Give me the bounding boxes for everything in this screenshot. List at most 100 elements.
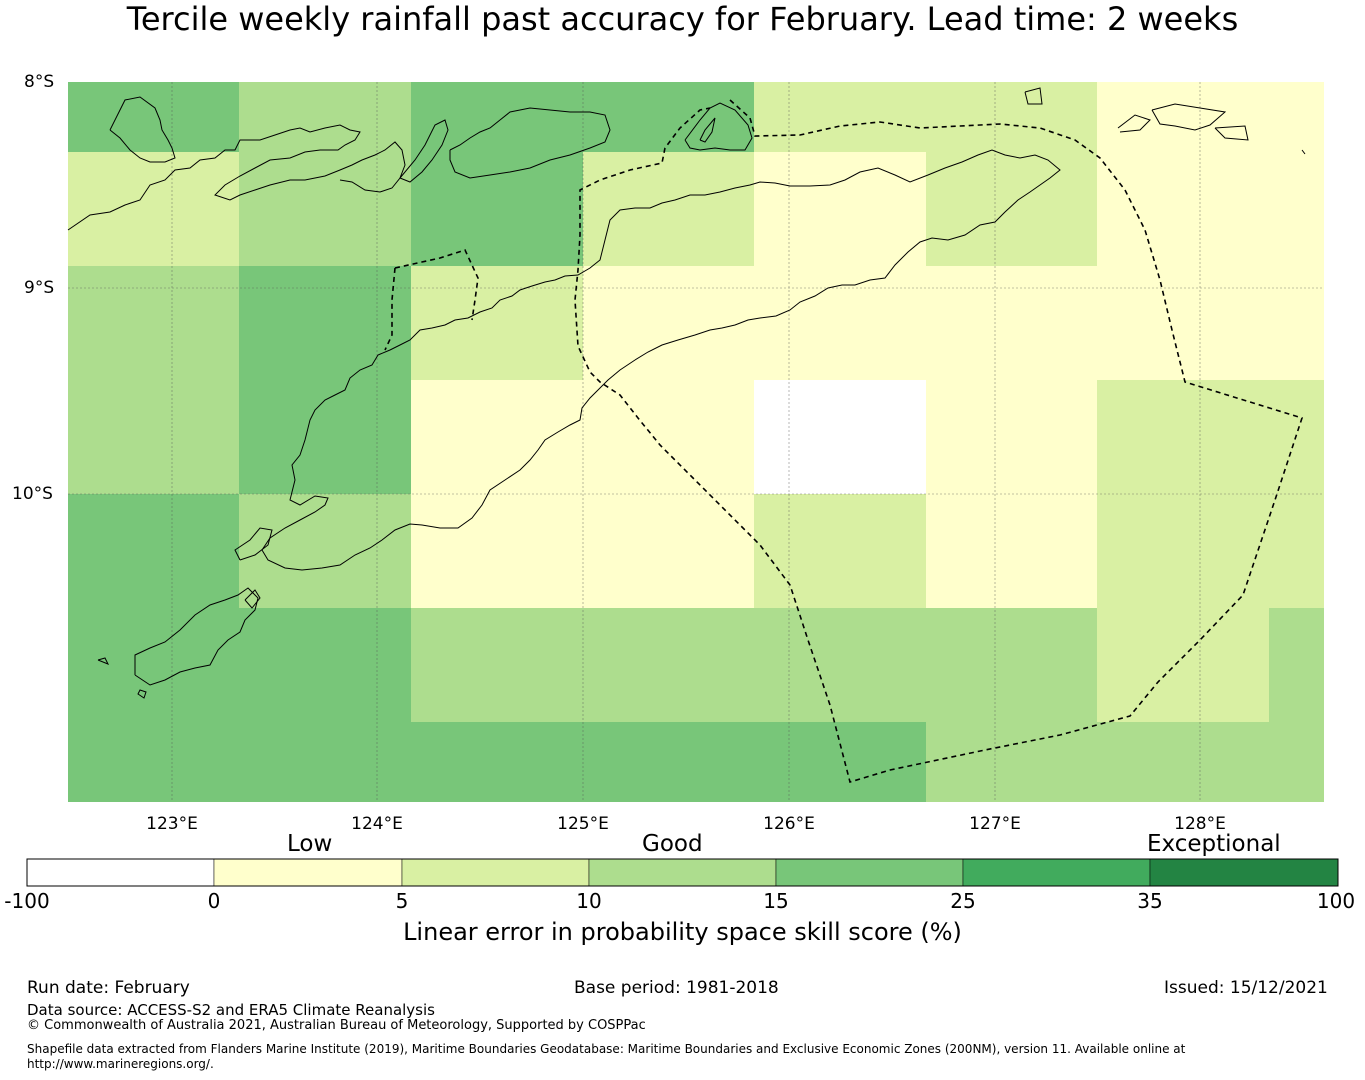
grid-cell bbox=[411, 82, 583, 152]
eez-boundary bbox=[384, 99, 1304, 784]
grid-cell bbox=[239, 266, 411, 380]
grid-cell bbox=[411, 152, 583, 266]
grid-cell bbox=[754, 82, 926, 152]
grid-cell bbox=[926, 380, 1097, 494]
grid-cell bbox=[583, 380, 754, 494]
grid-cell bbox=[1269, 494, 1324, 608]
grid-cell bbox=[583, 82, 754, 152]
coastline-north-islands bbox=[67, 96, 406, 231]
grid-cell bbox=[68, 266, 239, 380]
grid-cell bbox=[68, 380, 239, 494]
coastline-ne-islands bbox=[1024, 87, 1306, 155]
colorbar-tick-15: 15 bbox=[763, 889, 789, 913]
copyright: © Commonwealth of Australia 2021, Austra… bbox=[27, 1018, 646, 1033]
colorbar-segment bbox=[588, 858, 777, 887]
colorbar-tick-5: 5 bbox=[395, 889, 409, 913]
grid-cell bbox=[754, 494, 926, 608]
coastline-rote bbox=[234, 527, 273, 609]
colorbar-segment bbox=[401, 858, 590, 887]
grid-cell bbox=[411, 266, 583, 380]
base-period: Base period: 1981-2018 bbox=[574, 978, 779, 998]
grid-cell bbox=[583, 722, 754, 802]
grid-cell bbox=[1097, 82, 1269, 152]
grid-cell bbox=[239, 722, 411, 802]
colorbar-segment bbox=[775, 858, 964, 887]
grid-cell bbox=[926, 152, 1097, 266]
grid-cell bbox=[1269, 722, 1324, 802]
grid-cell bbox=[1097, 152, 1269, 266]
grid-cell bbox=[926, 82, 1097, 152]
colorbar-tick-neg100: -100 bbox=[4, 889, 50, 913]
colorbar-segment bbox=[213, 858, 403, 887]
skill-grid bbox=[68, 82, 1324, 802]
grid-cell bbox=[239, 82, 411, 152]
grid-cell bbox=[239, 608, 411, 722]
grid-cell bbox=[1097, 380, 1269, 494]
lon-label-127e: 127°E bbox=[969, 814, 1021, 834]
grid-cell bbox=[239, 380, 411, 494]
grid-cell bbox=[411, 494, 583, 608]
colorbar-tick-0: 0 bbox=[207, 889, 221, 913]
grid-cell bbox=[583, 266, 754, 380]
grid-cell bbox=[68, 722, 239, 802]
grid-cell bbox=[583, 608, 754, 722]
grid-cell bbox=[926, 608, 1097, 722]
grid-cell bbox=[926, 266, 1097, 380]
colorbar-segment bbox=[962, 858, 1151, 887]
colorbar-tick-35: 35 bbox=[1137, 889, 1163, 913]
grid-cell bbox=[239, 152, 411, 266]
grid-cell bbox=[68, 152, 239, 266]
lon-label-125e: 125°E bbox=[557, 814, 609, 834]
graticule bbox=[68, 82, 1324, 802]
lat-label-9s: 9°S bbox=[24, 278, 55, 298]
grid-cell bbox=[754, 380, 926, 494]
grid-cell bbox=[1097, 494, 1269, 608]
colorbar-segments bbox=[26, 858, 1339, 887]
coastline-timor bbox=[261, 149, 1061, 571]
shapefile-credit-line1: Shapefile data extracted from Flanders M… bbox=[27, 1042, 1186, 1056]
colorbar-segment bbox=[26, 858, 215, 887]
grid-cell bbox=[68, 494, 239, 608]
coastlines bbox=[67, 87, 1306, 699]
issued-date: Issued: 15/12/2021 bbox=[1164, 978, 1328, 998]
coastline-sumba-area bbox=[97, 587, 259, 699]
grid-cell bbox=[1269, 266, 1324, 380]
shapefile-credit-line2: http://www.marineregions.org/. bbox=[27, 1057, 214, 1071]
lon-label-126e: 126°E bbox=[763, 814, 815, 834]
colorbar-segment bbox=[1149, 858, 1339, 887]
grid-cell bbox=[754, 608, 926, 722]
grid-cell bbox=[583, 152, 754, 266]
category-good: Good bbox=[642, 831, 703, 857]
grid-cell bbox=[1269, 152, 1324, 266]
grid-cell bbox=[926, 494, 1097, 608]
category-low: Low bbox=[287, 831, 333, 857]
colorbar-title: Linear error in probability space skill … bbox=[403, 918, 962, 946]
grid-cell bbox=[754, 722, 926, 802]
grid-cell bbox=[926, 722, 1097, 802]
lon-label-123e: 123°E bbox=[146, 814, 198, 834]
category-exceptional: Exceptional bbox=[1147, 831, 1281, 857]
grid-cell bbox=[239, 494, 411, 608]
lat-label-8s: 8°S bbox=[24, 72, 55, 92]
grid-cell bbox=[1269, 82, 1324, 152]
map-title: Tercile weekly rainfall past accuracy fo… bbox=[126, 0, 1239, 38]
grid-cell bbox=[1097, 722, 1269, 802]
grid-cell bbox=[754, 152, 926, 266]
grid-cell bbox=[411, 380, 583, 494]
grid-cell bbox=[1269, 608, 1324, 722]
grid-cell bbox=[411, 608, 583, 722]
lat-label-10s: 10°S bbox=[12, 484, 53, 504]
colorbar-tick-25: 25 bbox=[950, 889, 976, 913]
colorbar-tick-10: 10 bbox=[576, 889, 602, 913]
coastline-alor bbox=[399, 107, 611, 183]
grid-cell bbox=[411, 722, 583, 802]
lon-label-124e: 124°E bbox=[351, 814, 403, 834]
grid-cell bbox=[1097, 266, 1269, 380]
data-source: Data source: ACCESS-S2 and ERA5 Climate … bbox=[27, 1001, 435, 1019]
colorbar-tick-100: 100 bbox=[1316, 889, 1356, 913]
grid-cell bbox=[583, 494, 754, 608]
grid-cell bbox=[1097, 608, 1269, 722]
grid-cell bbox=[68, 82, 239, 152]
